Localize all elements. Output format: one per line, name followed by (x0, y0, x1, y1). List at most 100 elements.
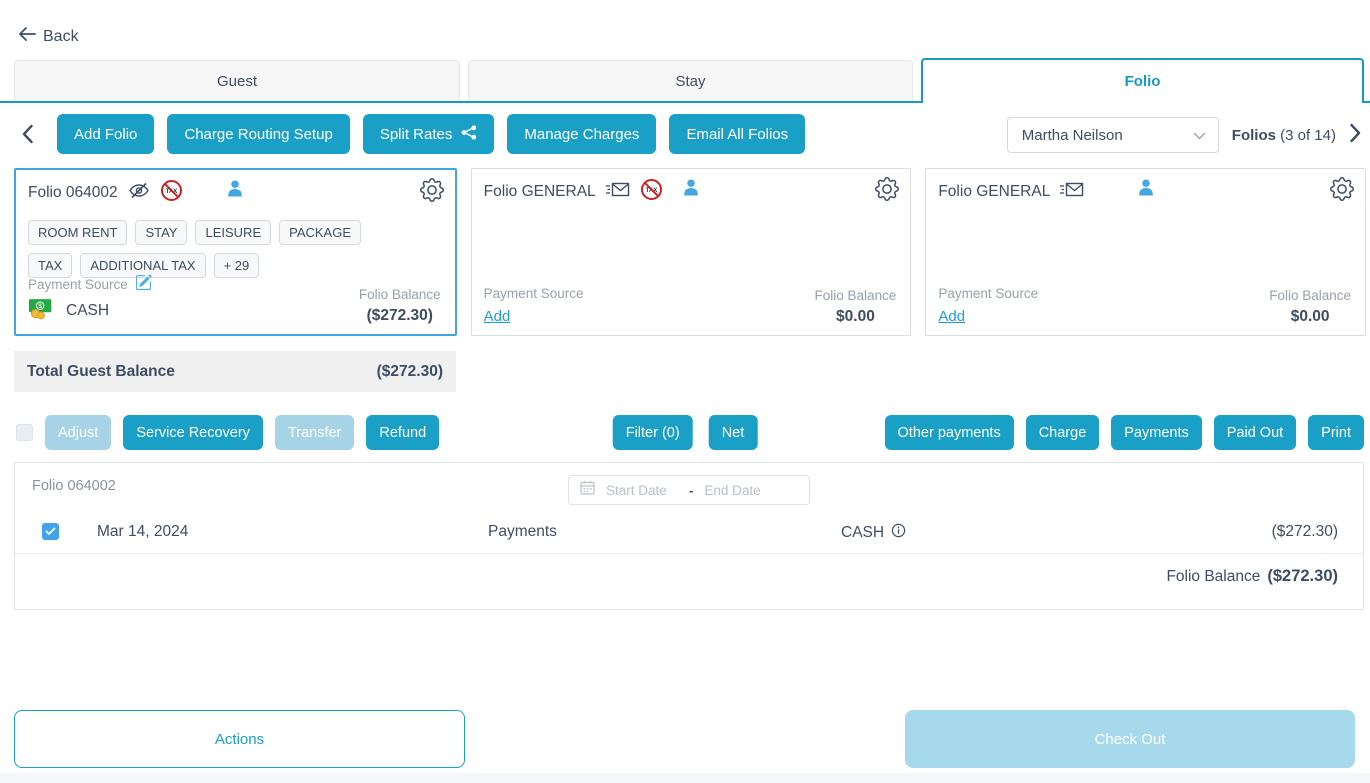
manage-charges-button[interactable]: Manage Charges (507, 114, 657, 154)
check-out-button[interactable]: Check Out (905, 710, 1355, 768)
charge-routing-setup-button[interactable]: Charge Routing Setup (167, 114, 350, 154)
tab-guest[interactable]: Guest (14, 60, 460, 101)
next-folio-chevron-icon[interactable] (1349, 123, 1362, 148)
tab-stay[interactable]: Stay (468, 60, 913, 101)
table-folio-balance-label: Folio Balance (1166, 568, 1261, 585)
gear-icon[interactable] (419, 178, 444, 207)
net-button[interactable]: Net (708, 415, 758, 450)
mail-sent-icon (605, 181, 631, 203)
transaction-method: CASH (841, 524, 885, 541)
charge-code-tags: ROOM RENT STAY LEISURE PACKAGE TAX ADDIT… (28, 220, 393, 278)
net-label: Net (721, 424, 745, 441)
guest-select[interactable]: Martha Neilson (1006, 117, 1219, 153)
print-label: Print (1321, 424, 1351, 441)
folio-card-general-2[interactable]: Folio GENERAL Payment Source Add Folio B… (925, 168, 1367, 336)
transfer-label: Transfer (287, 424, 342, 441)
guest-person-icon[interactable] (681, 178, 701, 203)
transfer-button[interactable]: Transfer (274, 415, 355, 450)
adjust-button[interactable]: Adjust (45, 415, 112, 450)
transaction-date: Mar 14, 2024 (97, 523, 189, 540)
transaction-type: Payments (488, 523, 557, 540)
folio-balance-value: $0.00 (1290, 308, 1330, 325)
add-payment-source-link[interactable]: Add (483, 308, 511, 325)
actions-button[interactable]: Actions (14, 710, 465, 768)
other-payments-label: Other payments (897, 424, 1001, 441)
share-icon (461, 124, 477, 144)
print-button[interactable]: Print (1308, 415, 1364, 450)
email-all-folios-label: Email All Folios (686, 125, 789, 143)
mail-sent-icon (1059, 181, 1085, 203)
bottom-strip (0, 773, 1370, 783)
tab-underline (0, 101, 1370, 103)
folio-balance-label: Folio Balance (358, 287, 441, 302)
transaction-actions-row: Adjust Service Recovery Transfer Refund … (0, 415, 1370, 450)
folio-card-title: Folio GENERAL (483, 182, 596, 200)
charge-button[interactable]: Charge (1025, 415, 1100, 450)
total-guest-balance-value: ($272.30) (376, 362, 443, 380)
prev-folio-chevron-icon[interactable] (21, 124, 34, 149)
tab-guest-label: Guest (216, 72, 258, 90)
payment-source-label: Payment Source (483, 286, 584, 301)
guest-person-icon[interactable] (1136, 178, 1156, 203)
start-date-input[interactable] (604, 481, 680, 499)
gear-icon[interactable] (1330, 177, 1355, 206)
row-checkbox[interactable] (42, 523, 59, 540)
folio-balance-value: $0.00 (836, 308, 875, 325)
total-guest-balance-label: Total Guest Balance (27, 362, 175, 380)
calendar-icon (580, 480, 595, 500)
tab-folio-label: Folio (1124, 73, 1161, 90)
tag: TAX (28, 253, 73, 278)
cash-icon: $ (28, 297, 56, 325)
guest-person-icon[interactable] (225, 179, 245, 204)
total-guest-balance-bar: Total Guest Balance ($272.30) (14, 351, 456, 392)
back-label: Back (43, 27, 79, 45)
folio-balance-label: Folio Balance (814, 288, 897, 303)
service-recovery-button[interactable]: Service Recovery (123, 415, 263, 450)
folios-count-value: (3 of 14) (1280, 126, 1336, 144)
transaction-amount: ($272.30) (1271, 523, 1338, 540)
split-rates-button[interactable]: Split Rates (362, 114, 495, 154)
date-separator: - (689, 482, 694, 498)
split-rates-label: Split Rates (379, 125, 453, 143)
add-folio-button[interactable]: Add Folio (57, 114, 155, 154)
tab-bar: Guest Stay Folio (0, 58, 1370, 103)
service-recovery-label: Service Recovery (136, 424, 250, 441)
paid-out-button[interactable]: Paid Out (1213, 415, 1297, 450)
payment-source-label: Payment Source (938, 286, 1039, 301)
tag-more[interactable]: + 29 (213, 253, 260, 278)
payments-label: Payments (1124, 424, 1189, 441)
eye-slash-icon (127, 182, 151, 204)
back-link[interactable]: Back (18, 26, 79, 47)
folio-toolbar: Add Folio Charge Routing Setup Split Rat… (0, 114, 1370, 154)
chevron-down-icon (1193, 127, 1206, 144)
no-tax-icon: TAX (640, 178, 663, 206)
refund-button[interactable]: Refund (366, 415, 440, 450)
date-range-picker[interactable]: - (568, 475, 810, 505)
gear-icon[interactable] (875, 177, 900, 206)
adjust-label: Adjust (58, 424, 99, 441)
info-icon[interactable] (891, 523, 906, 543)
tag: ROOM RENT (28, 220, 128, 245)
payment-method-value: CASH (66, 302, 110, 319)
tag: STAY (135, 220, 188, 245)
edit-icon[interactable] (135, 274, 152, 294)
filter-button[interactable]: Filter (0) (612, 415, 693, 450)
other-payments-button[interactable]: Other payments (884, 415, 1014, 450)
guest-select-value: Martha Neilson (1021, 126, 1123, 144)
folio-card-general-1[interactable]: Folio GENERAL TAX Payment Source Add (470, 168, 912, 336)
tab-stay-label: Stay (675, 72, 706, 90)
add-folio-label: Add Folio (74, 125, 138, 143)
payments-button[interactable]: Payments (1111, 415, 1202, 450)
add-payment-source-link[interactable]: Add (938, 308, 966, 325)
end-date-input[interactable] (702, 481, 779, 499)
tab-folio[interactable]: Folio (921, 58, 1364, 103)
select-all-checkbox[interactable] (16, 424, 33, 441)
folio-card-title: Folio 064002 (28, 183, 118, 201)
folio-card-064002[interactable]: Folio 064002 TAX ROOM RENT STAY LEISURE … (14, 168, 457, 336)
transaction-row[interactable]: Mar 14, 2024 Payments CASH ($272.30) (15, 511, 1363, 554)
charge-label: Charge (1038, 424, 1087, 441)
filter-label: Filter (0) (625, 424, 680, 441)
paid-out-label: Paid Out (1226, 424, 1284, 441)
email-all-folios-button[interactable]: Email All Folios (669, 114, 806, 154)
